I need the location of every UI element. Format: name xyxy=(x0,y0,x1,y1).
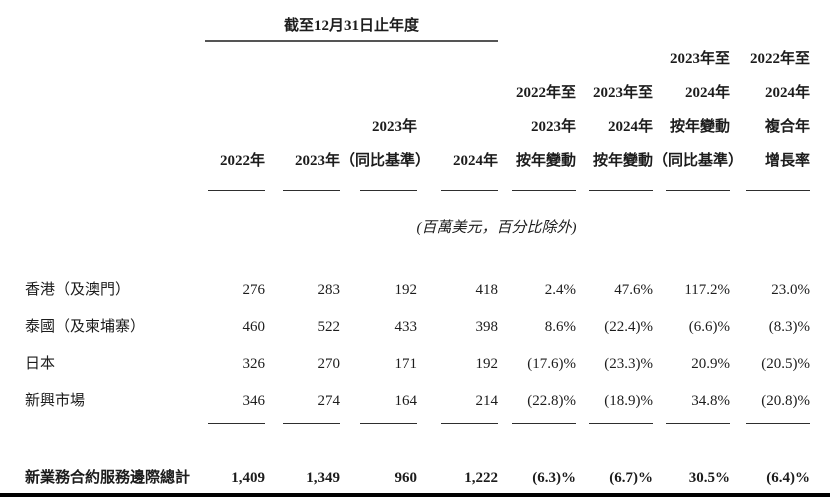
row-label: 日本 xyxy=(25,356,56,372)
value-cell: 192 xyxy=(394,282,418,298)
total-value: (6.7)% xyxy=(609,470,654,486)
value-cell: 117.2% xyxy=(684,282,731,298)
column-header-2023-restated: 2023年 （同比基準） xyxy=(340,42,430,197)
header-underline xyxy=(208,190,265,191)
unit-note: (百萬美元，百分比除外) xyxy=(416,220,577,236)
table-row-emerging-markets: 新興市場 346 274 164 214 (22.8)% (18.9)% 34.… xyxy=(25,374,810,411)
value-cell: 326 xyxy=(242,356,266,372)
value-cell: (20.5)% xyxy=(761,356,811,372)
value-cell: 522 xyxy=(317,319,341,335)
header-underline xyxy=(512,190,577,191)
table-row-thailand: 泰國（及柬埔寨） 460 522 433 398 8.6% (22.4)% (6… xyxy=(25,300,810,337)
value-cell: 398 xyxy=(475,319,499,335)
column-rule xyxy=(441,423,499,424)
value-cell: 20.9% xyxy=(691,356,731,372)
table-row-japan: 日本 326 270 171 192 (17.6)% (23.3)% 20.9%… xyxy=(25,337,810,374)
value-cell: (18.9)% xyxy=(604,393,654,409)
value-cell: (17.6)% xyxy=(527,356,577,372)
total-value: (6.4)% xyxy=(766,470,811,486)
header-underline xyxy=(746,190,811,191)
value-cell: 171 xyxy=(394,356,418,372)
total-value: (6.3)% xyxy=(532,470,577,486)
value-cell: (22.8)% xyxy=(527,393,577,409)
table-row-hongkong: 香港（及澳門） 276 283 192 418 2.4% 47.6% 117.2… xyxy=(25,263,810,300)
column-header-2023: 2023年 xyxy=(265,42,340,197)
column-rule xyxy=(589,423,654,424)
page-bottom-rule xyxy=(0,493,830,497)
column-header-2022: 2022年 xyxy=(185,42,265,197)
total-value: 1,409 xyxy=(231,470,265,486)
value-cell: 283 xyxy=(317,282,341,298)
header-underline xyxy=(441,190,499,191)
spacer-row xyxy=(25,430,810,464)
value-cell: 47.6% xyxy=(614,282,654,298)
header-underline xyxy=(589,190,654,191)
value-cell: 346 xyxy=(242,393,266,409)
value-cell: 8.6% xyxy=(544,319,577,335)
value-cell: (22.4)% xyxy=(604,319,654,335)
value-cell: 164 xyxy=(394,393,418,409)
column-rule xyxy=(283,423,340,424)
value-cell: 433 xyxy=(394,319,418,335)
column-rule xyxy=(666,423,731,424)
value-cell: 34.8% xyxy=(691,393,731,409)
value-cell: (8.3)% xyxy=(768,319,811,335)
total-row: 新業務合約服務邊際總計 1,409 1,349 960 1,222 (6.3)%… xyxy=(25,464,810,488)
column-header-cagr: 2022年至 2024年 複合年 增長率 xyxy=(730,42,811,197)
value-cell: 214 xyxy=(475,393,499,409)
unit-note-row: (百萬美元，百分比除外) xyxy=(25,197,810,238)
subtotal-rule-row xyxy=(25,411,811,430)
header-underline xyxy=(283,190,340,191)
value-cell: 2.4% xyxy=(544,282,577,298)
value-cell: 192 xyxy=(475,356,499,372)
header-underline xyxy=(666,190,731,191)
period-header: 截至12月31日止年度 xyxy=(205,17,499,42)
value-cell: 276 xyxy=(242,282,266,298)
value-cell: 460 xyxy=(242,319,266,335)
value-cell: (20.8)% xyxy=(761,393,811,409)
new-business-csm-table: 截至12月31日止年度 2022年 2023年 2023年 （同比基準） 202… xyxy=(25,0,811,499)
column-rule xyxy=(512,423,577,424)
column-header-yoy-restated: 2023年至 2024年 按年變動 （同比基準） xyxy=(653,42,743,197)
total-value: 1,349 xyxy=(306,470,340,486)
row-label: 香港（及澳門） xyxy=(25,282,131,298)
total-value: 30.5% xyxy=(688,470,731,486)
row-label: 泰國（及柬埔寨） xyxy=(25,319,146,335)
value-cell: 418 xyxy=(475,282,499,298)
row-label: 新興市場 xyxy=(25,393,86,409)
column-header-yoy-2023-2024: 2023年至 2024年 按年變動 xyxy=(576,42,654,197)
value-cell: 274 xyxy=(317,393,341,409)
value-cell: (6.6)% xyxy=(688,319,731,335)
column-header-2024: 2024年 xyxy=(417,42,499,197)
value-cell: (23.3)% xyxy=(604,356,654,372)
column-rule xyxy=(360,423,417,424)
total-label: 新業務合約服務邊際總計 xyxy=(25,470,191,486)
total-value: 960 xyxy=(394,470,418,486)
column-rule xyxy=(746,423,811,424)
header-underline xyxy=(360,190,417,191)
value-cell: 23.0% xyxy=(771,282,811,298)
column-rule xyxy=(208,423,265,424)
total-value: 1,222 xyxy=(464,470,499,486)
value-cell: 270 xyxy=(317,356,341,372)
spacer-row xyxy=(25,238,810,263)
column-header-row: 2022年 2023年 2023年 （同比基準） 2024年 2022年至 20… xyxy=(25,42,811,197)
column-header-yoy-2022-2023: 2022年至 2023年 按年變動 xyxy=(498,42,577,197)
period-header-row: 截至12月31日止年度 xyxy=(25,0,810,42)
